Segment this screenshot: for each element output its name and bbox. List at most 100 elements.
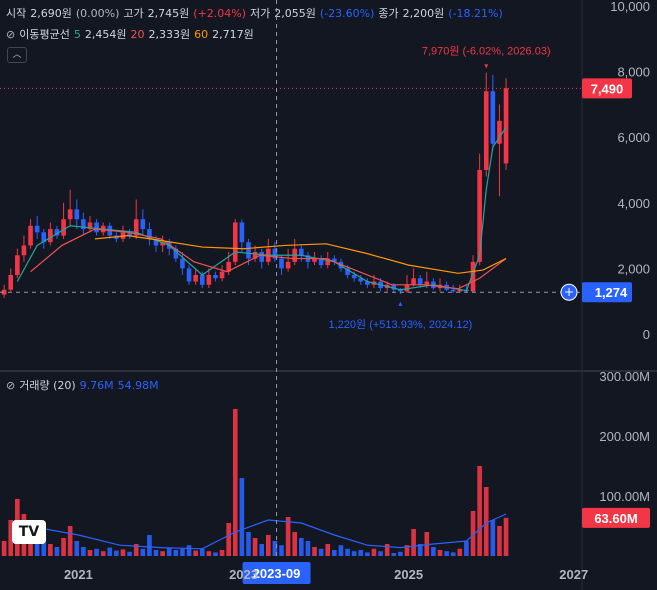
volume-bar <box>180 548 185 556</box>
volume-bar <box>41 535 47 556</box>
time-tick-label: 2027 <box>559 567 588 582</box>
axes: 0 2,000 4,000 6,000 8,000 10,000 100.00M 200.00… <box>64 0 650 582</box>
volume-bar <box>206 551 212 556</box>
candle-body <box>153 238 159 246</box>
volume-bar <box>477 466 482 556</box>
collapse-legend-button[interactable]: ︿ <box>7 47 27 63</box>
ma60-period: 60 <box>194 27 209 41</box>
candle-body <box>490 91 496 144</box>
volume-bar <box>160 551 165 556</box>
open-value: 2,690원 <box>30 7 72 20</box>
volume-bar <box>133 544 139 556</box>
candle-body <box>450 289 456 292</box>
volume-bar <box>503 517 509 556</box>
ma60-line <box>94 234 507 274</box>
candle-body <box>48 229 53 243</box>
price-tick-label: 10,000 <box>610 0 650 14</box>
ma5-value: 2,454원 <box>84 28 127 41</box>
candle-body <box>391 284 397 290</box>
volume-bar <box>199 548 205 556</box>
candle-body <box>226 261 231 272</box>
candle-body <box>332 258 337 262</box>
candle-body <box>133 219 139 236</box>
volume-bar <box>285 517 291 556</box>
price-tag-bg <box>582 78 632 99</box>
volume-bar <box>417 544 423 556</box>
high-change: (+2.04%) <box>193 6 247 20</box>
volume-value-2: 54.98M <box>117 378 159 392</box>
volume-bar <box>345 548 350 556</box>
low-label: 저가 <box>250 7 271 20</box>
volume-bar <box>391 553 397 556</box>
volume-bar <box>193 550 198 556</box>
volume-bar <box>457 548 463 556</box>
ma5-line <box>16 127 507 292</box>
candle-body <box>28 225 33 246</box>
candle-body <box>61 219 66 236</box>
plus-icon: + <box>564 285 574 299</box>
volume-bar <box>186 545 192 556</box>
volume-bar <box>213 552 218 556</box>
candle-body <box>312 258 317 262</box>
candle-body <box>411 278 416 285</box>
ma5-period: 5 <box>73 27 81 41</box>
candle-body <box>41 232 47 243</box>
candle-body <box>232 222 238 262</box>
candle-body <box>180 258 185 269</box>
volume-bar <box>325 544 331 556</box>
eye-off-icon[interactable]: ⊘ <box>6 27 16 41</box>
candle-body <box>219 271 225 279</box>
low-marker-icon: ▴ <box>398 299 402 308</box>
price-tick-label: 8,000 <box>617 65 650 80</box>
volume-bar <box>166 548 172 556</box>
volume-bar <box>292 532 298 556</box>
volume-bar <box>444 551 449 556</box>
volume-bar <box>140 548 146 556</box>
volume-bar <box>100 551 106 556</box>
volume-bar <box>279 545 284 556</box>
eye-off-icon[interactable]: ⊘ <box>6 378 16 392</box>
close-label: 종가 <box>378 7 399 20</box>
candle-body <box>318 258 324 266</box>
volume-bar <box>246 532 251 556</box>
volume-bar <box>252 538 258 556</box>
volume-bar <box>371 548 377 556</box>
volume-tag: 63.60M <box>594 511 637 526</box>
volume-bar <box>61 538 66 556</box>
candle-body <box>15 255 20 275</box>
ma20-period: 20 <box>130 27 145 41</box>
volume-bar <box>404 545 410 556</box>
candle-body <box>417 278 423 285</box>
volume-legend-title[interactable]: 거래량 (20) <box>19 379 76 392</box>
tradingview-logo: TV <box>12 520 46 544</box>
candle-body <box>21 245 27 256</box>
volume-bar <box>81 547 86 556</box>
candle-body <box>351 274 357 279</box>
ma-legend-title[interactable]: 이동평균선 <box>19 28 70 41</box>
open-label: 시작 <box>6 7 27 20</box>
high-annotation: 7,970원 (-6.02%, 2026.03) <box>422 45 551 58</box>
volume-bar <box>305 541 311 556</box>
ma60-value: 2,717원 <box>212 28 254 41</box>
candle-body <box>477 170 482 262</box>
price-tick-label: 2,000 <box>617 261 650 276</box>
time-tick-label: 2025 <box>394 567 423 582</box>
volume-bar <box>107 547 113 556</box>
volume-bar <box>1 541 7 556</box>
volume-bar <box>28 532 33 556</box>
candle-body <box>279 258 284 269</box>
volume-bar <box>398 551 403 556</box>
candle-body <box>424 281 430 285</box>
volume-ma-line <box>10 513 507 550</box>
candle-body <box>503 88 509 164</box>
ma20-value: 2,333원 <box>148 28 191 41</box>
candle-body <box>1 289 7 295</box>
volume-bar <box>338 545 344 556</box>
volume-bars <box>1 409 509 556</box>
volume-tick-label: 200.00M <box>599 429 650 444</box>
low-annotation: 1,220원 (+513.93%, 2024.12) <box>329 318 473 331</box>
candle-body <box>67 209 73 220</box>
volume-bar <box>358 550 364 556</box>
volume-legend: ⊘ 거래량 (20) 9.76M 54.98M <box>6 377 159 393</box>
